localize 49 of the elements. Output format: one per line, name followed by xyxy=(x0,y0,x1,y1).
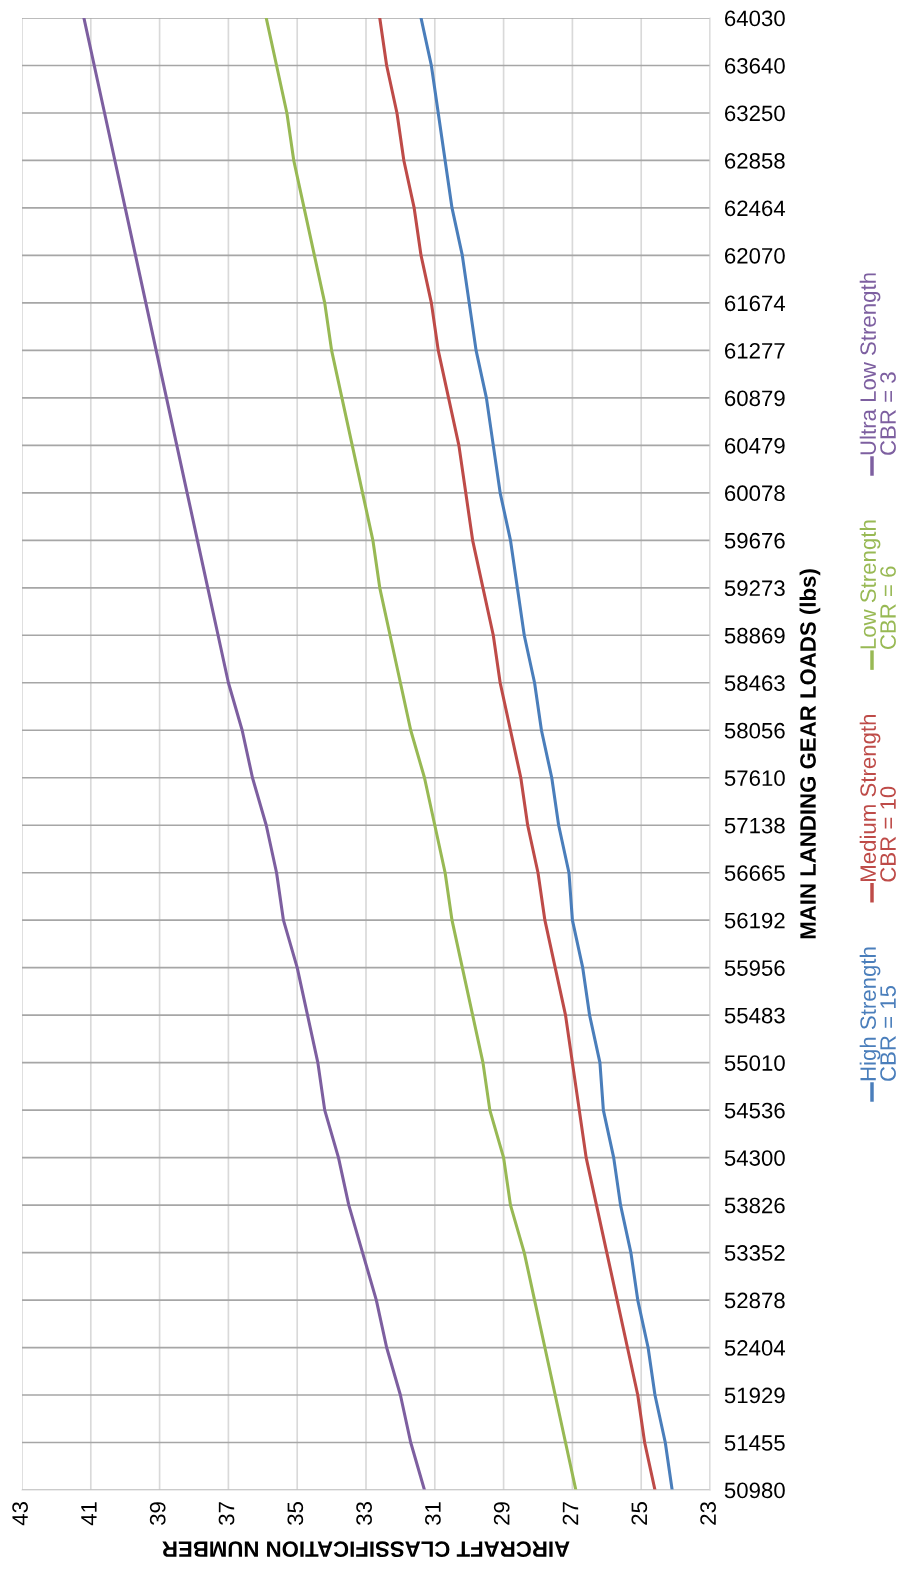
text: High Strength CBR = 15 xyxy=(859,947,896,1081)
y-tick-label: 51929 xyxy=(724,1387,785,1404)
x-tick-label: 27 xyxy=(562,1502,579,1525)
y-tick-label: 56665 xyxy=(724,865,785,881)
y-tick-label: 55010 xyxy=(724,1055,785,1071)
y-tick-label: 51455 xyxy=(724,1435,785,1451)
y-tick-label: 61674 xyxy=(725,295,786,312)
x-tick-label: 37 xyxy=(218,1502,235,1525)
y-tick-label: 62070 xyxy=(725,247,785,264)
y-tick-label: 62464 xyxy=(725,200,786,217)
y-tick-label: 63250 xyxy=(725,105,785,122)
y-tick-label: 60479 xyxy=(725,437,785,454)
text: Ultra Low Strength CBR = 3 xyxy=(859,273,896,455)
text: Low Strength CBR = 6 xyxy=(859,520,896,649)
y-tick-label: 61277 xyxy=(725,342,785,359)
y-tick-label: 53826 xyxy=(724,1197,785,1214)
y-tick-label: 54300 xyxy=(724,1150,785,1166)
x-axis-title: AIRCRAFT CLASSIFICATION NUMBER xyxy=(162,1541,570,1558)
x-tick-label: 39 xyxy=(149,1502,166,1525)
y-tick-label: 57610 xyxy=(724,770,785,787)
y-tick-label: 59273 xyxy=(724,580,785,597)
x-tick-label: 31 xyxy=(425,1502,441,1525)
y-tick-label: 63640 xyxy=(725,58,785,74)
x-tick-label: 43 xyxy=(12,1502,28,1526)
y-axis-title: MAIN LANDING GEAR LOADS (lbs) xyxy=(799,569,821,939)
y-tick-label: 62858 xyxy=(725,152,785,169)
y-tick-label: 60879 xyxy=(725,390,785,407)
y-tick-label: 52404 xyxy=(724,1340,786,1356)
y-tick-label: 58056 xyxy=(724,722,785,739)
x-tick-label: 25 xyxy=(631,1502,648,1525)
y-tick-label: 64030 xyxy=(725,10,785,27)
y-tick-label: 50980 xyxy=(724,1482,785,1499)
y-tick-label: 55483 xyxy=(724,1007,785,1024)
y-tick-label: 57138 xyxy=(724,817,785,834)
x-tick-label: 33 xyxy=(356,1502,372,1525)
y-tick-label: 58463 xyxy=(724,675,785,692)
y-tick-label: 60078 xyxy=(725,485,785,502)
y-tick-label: 58869 xyxy=(724,627,785,644)
text: Medium Strength CBR = 10 xyxy=(859,714,896,882)
x-tick-label: 41 xyxy=(81,1502,97,1526)
y-tick-label: 55956 xyxy=(724,960,785,976)
y-tick-label: 52878 xyxy=(724,1292,785,1309)
y-tick-label: 53352 xyxy=(724,1245,785,1261)
y-tick-label: 59676 xyxy=(724,532,785,549)
y-tick-label: 56192 xyxy=(724,912,785,929)
x-tick-label: 35 xyxy=(287,1502,304,1525)
x-tick-label: 29 xyxy=(493,1502,510,1525)
y-tick-label: 54536 xyxy=(724,1102,785,1119)
x-tick-label: 23 xyxy=(700,1502,716,1525)
